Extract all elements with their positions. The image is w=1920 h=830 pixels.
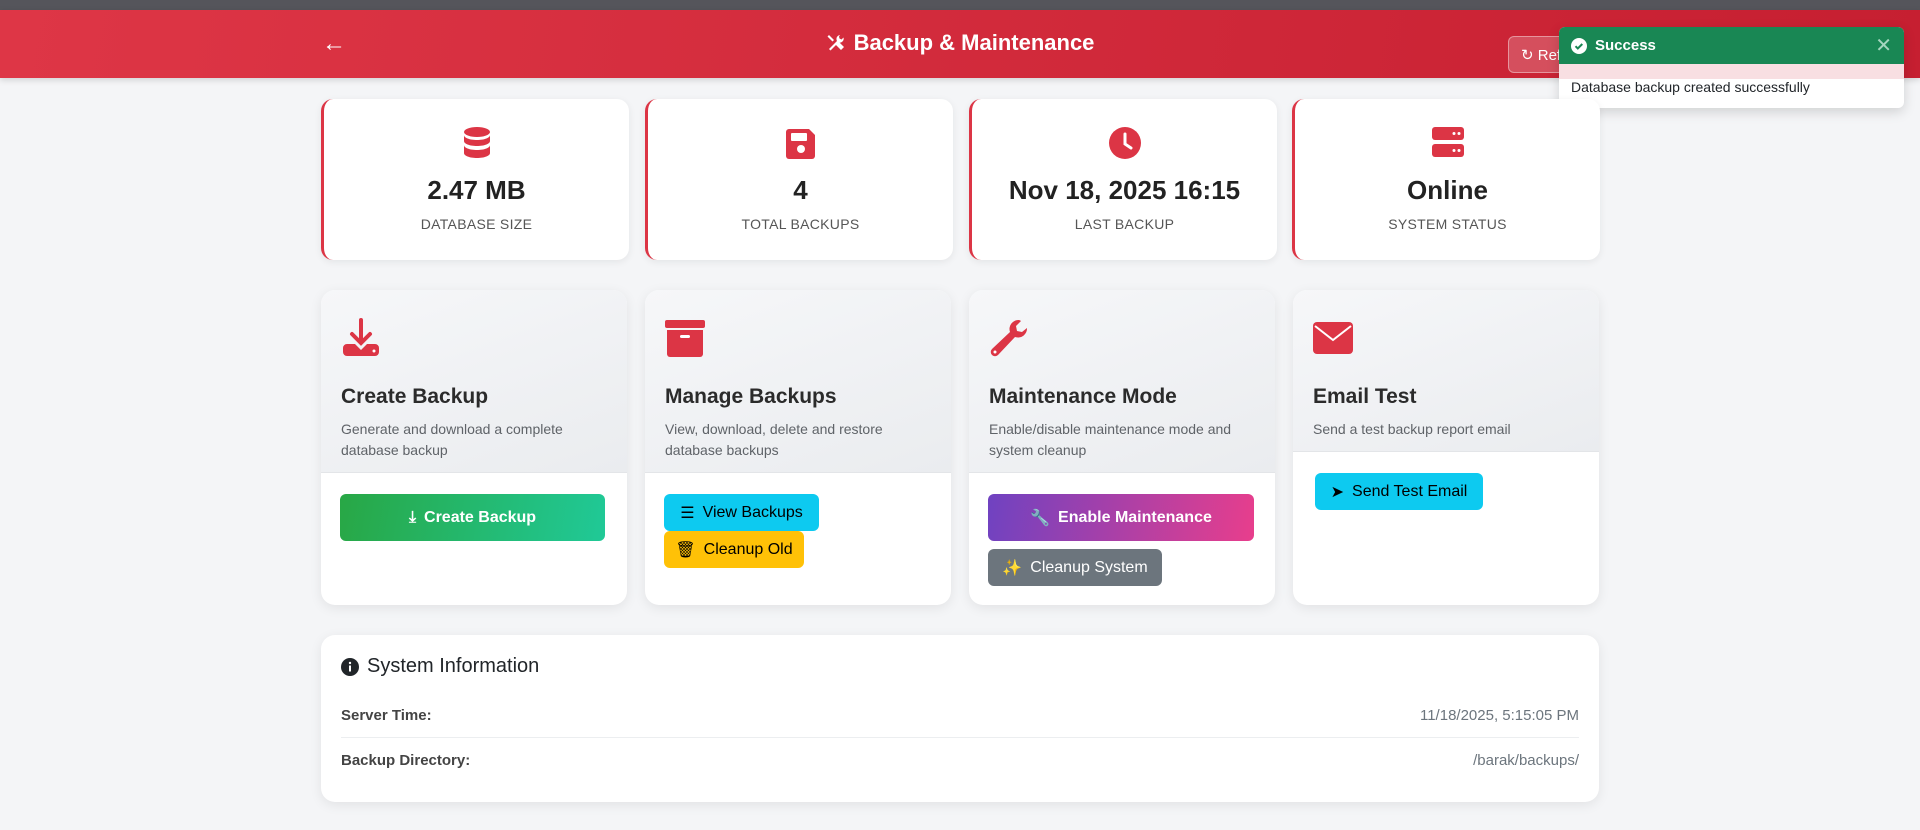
- envelope-icon: [1313, 322, 1353, 354]
- stat-database-size: 2.47 MB DATABASE SIZE: [321, 99, 629, 260]
- wrench-icon: [990, 319, 1028, 357]
- trash-icon: 🗑: [675, 541, 696, 559]
- back-button[interactable]: ←: [322, 30, 346, 58]
- card-manage-backups: Manage Backups View, download, delete an…: [645, 290, 951, 605]
- create-backup-button[interactable]: ⤓ Create Backup: [340, 494, 605, 541]
- tools-icon: [827, 35, 844, 51]
- view-backups-button[interactable]: ☰ View Backups: [664, 494, 819, 531]
- stat-total-backups: 4 TOTAL BACKUPS: [645, 99, 953, 260]
- send-test-email-button[interactable]: ➤ Send Test Email: [1315, 473, 1483, 510]
- cleanup-old-button[interactable]: 🗑 Cleanup Old: [664, 531, 804, 568]
- card-email-test: Email Test Send a test backup report ema…: [1293, 290, 1599, 605]
- server-icon: [1431, 127, 1464, 157]
- info-circle-icon: [341, 657, 359, 676]
- wrench-icon: 🔧: [1030, 509, 1051, 527]
- list-icon: ☰: [680, 504, 695, 522]
- enable-maintenance-button[interactable]: 🔧 Enable Maintenance: [988, 494, 1254, 541]
- download-icon: [343, 318, 379, 356]
- close-icon[interactable]: ✕: [1875, 35, 1892, 57]
- cleanup-system-button[interactable]: ✨ Cleanup System: [988, 549, 1162, 586]
- broom-icon: ✨: [1002, 559, 1023, 577]
- download-icon: ⤓: [408, 508, 417, 526]
- info-row-server-time: Server Time: 11/18/2025, 5:15:05 PM: [341, 694, 1579, 738]
- database-icon: [463, 127, 490, 158]
- floppy-disk-icon: [785, 129, 815, 159]
- check-circle-icon: [1571, 37, 1587, 54]
- archive-icon: [665, 320, 705, 357]
- page-title: Backup & Maintenance: [0, 30, 1920, 56]
- stat-system-status: Online SYSTEM STATUS: [1292, 99, 1600, 260]
- toast-title: Success: [1595, 37, 1656, 54]
- system-information-panel: System Information Server Time: 11/18/202…: [321, 635, 1599, 802]
- browser-strip: [0, 0, 1920, 10]
- paper-plane-icon: ➤: [1330, 483, 1345, 501]
- success-toast: Success ✕ Database backup created succes…: [1559, 27, 1904, 108]
- arrow-left-icon: ←: [322, 30, 346, 57]
- info-row-backup-directory: Backup Directory:/barak/backups/: [341, 751, 1579, 769]
- card-maintenance-mode: Maintenance Mode Enable/disable maintena…: [969, 290, 1275, 605]
- clock-icon: [1108, 127, 1141, 159]
- stat-last-backup: Nov 18, 2025 16:15 LAST BACKUP: [969, 99, 1277, 260]
- toast-message: Database backup created successfully: [1571, 79, 1810, 95]
- card-create-backup: Create Backup Generate and download a co…: [321, 290, 627, 605]
- refresh-icon: ↻: [1521, 47, 1534, 64]
